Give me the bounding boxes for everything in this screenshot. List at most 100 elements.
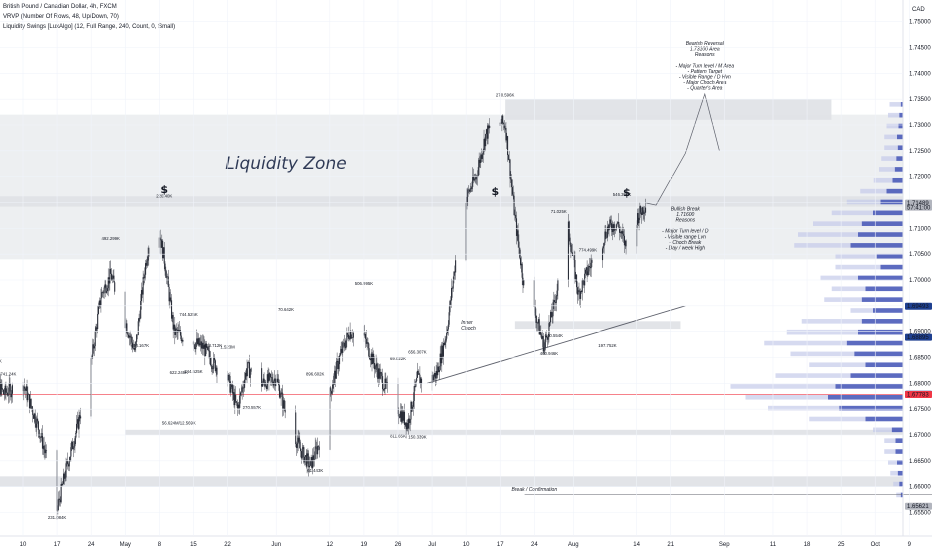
- candle-body: [380, 372, 382, 374]
- candle-body: [300, 448, 302, 452]
- price-tick-label: 1.70000: [909, 278, 931, 284]
- candle-body: [179, 330, 182, 336]
- swing-volume-label: 656.307K: [408, 349, 427, 354]
- candle-body: [112, 275, 114, 278]
- candle-body: [200, 341, 202, 344]
- candle-body: [232, 392, 234, 394]
- candle-body: [271, 377, 273, 382]
- candle-body: [44, 449, 46, 454]
- volume-profile-up-bar: [895, 449, 903, 454]
- candle-body: [469, 188, 471, 192]
- candle-body: [339, 352, 341, 356]
- symbol-title[interactable]: British Pound / Canadian Dollar, 4h, FXC…: [3, 4, 117, 10]
- candle-body: [548, 323, 550, 338]
- candle-body: [159, 237, 161, 240]
- candle-body: [581, 280, 583, 293]
- bearish-reversal-note: - Visible Range / D Hvn: [679, 75, 731, 81]
- candle-body: [403, 411, 406, 425]
- liquidity-swings-indicator-label[interactable]: Liquidity Swings [LuxAlgo] (12, Full Ran…: [3, 24, 176, 30]
- candle-body: [35, 423, 37, 428]
- candle-body: [91, 355, 93, 359]
- volume-profile-up-bar: [892, 177, 903, 183]
- candle-body: [448, 312, 450, 325]
- candle-body: [364, 333, 366, 336]
- candle-body: [451, 287, 453, 301]
- liquidity-zone-box: [514, 321, 681, 330]
- candle-body: [415, 381, 417, 387]
- candle-body: [513, 195, 515, 216]
- candle-body: [193, 344, 195, 348]
- candle-body: [179, 330, 181, 332]
- volume-profile-down-bar: [889, 102, 901, 107]
- candle-body: [420, 378, 423, 384]
- candle-body: [170, 297, 172, 301]
- candle-body: [264, 381, 266, 387]
- volume-profile-up-bar: [891, 427, 903, 433]
- swing-volume-label: 494.167K: [131, 343, 150, 348]
- volume-profile-down-bar: [886, 123, 899, 129]
- candle-body: [640, 212, 643, 216]
- candle-body: [207, 347, 209, 351]
- candle-body: [543, 347, 545, 352]
- candle-body: [235, 401, 238, 403]
- candle-body: [80, 416, 82, 419]
- candle-body: [622, 231, 624, 235]
- candle-body: [93, 344, 95, 349]
- candle-body: [180, 335, 182, 341]
- volume-profile-down-bar: [824, 297, 862, 302]
- candle-body: [41, 433, 43, 438]
- candle-body: [340, 348, 342, 353]
- candle-body: [347, 334, 350, 339]
- candle-body: [9, 383, 11, 387]
- candle-body: [516, 230, 518, 236]
- candle-body: [131, 336, 133, 343]
- candle-body: [280, 392, 282, 397]
- candle-body: [39, 436, 41, 438]
- candle-body: [486, 129, 488, 139]
- swing-volume-label: 220.40K: [156, 193, 172, 198]
- candle-body: [576, 274, 578, 288]
- candle-body: [228, 374, 230, 377]
- inner-choch-label: Inner: [461, 320, 473, 326]
- currency-label[interactable]: CAD: [912, 7, 925, 13]
- candle-body: [181, 339, 183, 341]
- candle-body: [485, 134, 487, 147]
- candle-body: [301, 448, 303, 459]
- candle-body: [517, 230, 519, 242]
- candle-body: [296, 442, 298, 448]
- candle-body: [567, 221, 569, 280]
- candle-body: [136, 334, 138, 336]
- candle-body: [547, 337, 549, 340]
- candle-body: [444, 340, 446, 345]
- liquidity-sweep-dollar: $: [492, 185, 500, 198]
- candle-body: [472, 175, 475, 181]
- bearish-reversal-note: Reasons: [695, 52, 715, 58]
- volume-profile-down-bar: [831, 210, 873, 216]
- candle-body: [412, 400, 414, 407]
- candle-body: [468, 189, 470, 191]
- vrvp-indicator-label[interactable]: VRVP (Number Of Rows, 48, Up/Down, 70): [3, 14, 119, 20]
- candle-body: [29, 398, 31, 409]
- candle-body: [474, 178, 476, 180]
- swing-volume-label: 270.557K: [243, 405, 262, 410]
- volume-profile-up-bar: [897, 145, 903, 151]
- candle-body: [584, 269, 587, 274]
- volume-profile-down-bar: [764, 340, 847, 346]
- candle-body: [31, 406, 33, 409]
- swing-volume-label: 197.752K: [598, 343, 617, 348]
- bearish-reversal-note: - Pattern Target: [688, 69, 723, 75]
- candle-body: [98, 300, 100, 307]
- candle-body: [66, 460, 68, 464]
- candle-body: [623, 234, 625, 236]
- candle-body: [76, 419, 78, 424]
- bullish-break-note: 1.71600: [676, 212, 694, 218]
- candle-body: [507, 155, 509, 160]
- candle-body: [377, 369, 379, 379]
- candle-body: [402, 411, 404, 421]
- candle-body: [436, 370, 438, 376]
- candle-body: [106, 291, 108, 293]
- price-tag-box: [905, 391, 932, 399]
- candle-body: [61, 484, 63, 486]
- candle-body: [262, 378, 264, 384]
